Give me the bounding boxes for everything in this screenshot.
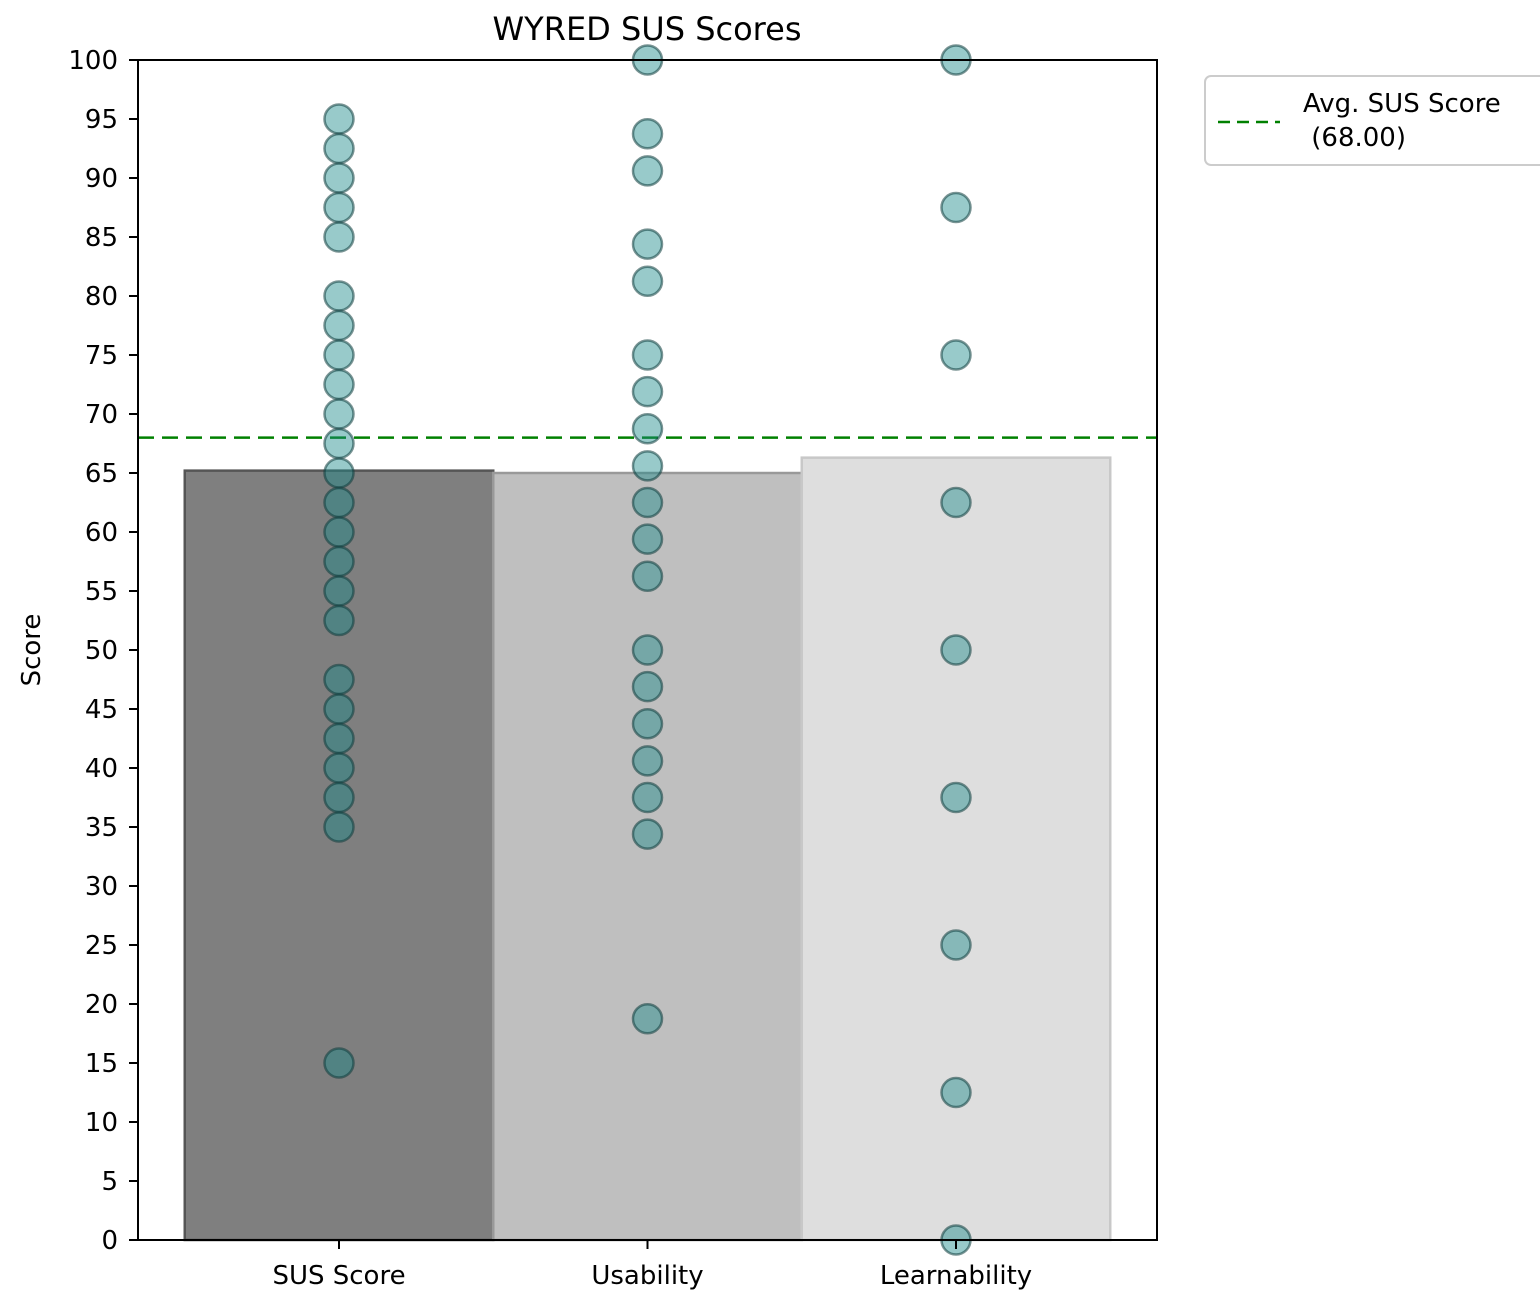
y-tick-label: 70 xyxy=(85,400,118,430)
y-tick-label: 85 xyxy=(85,223,118,253)
y-tick-label: 0 xyxy=(101,1226,118,1256)
point-sus-score xyxy=(323,191,355,224)
point-sus-score xyxy=(323,457,355,489)
point-learnability xyxy=(940,339,972,371)
point-usability xyxy=(631,781,664,814)
point-learnability xyxy=(940,781,972,814)
point-sus-score xyxy=(323,162,355,194)
point-learnability xyxy=(940,634,972,666)
point-sus-score xyxy=(323,339,355,371)
y-tick-label: 35 xyxy=(85,813,118,843)
bar-usability xyxy=(492,471,803,1242)
legend: Avg. SUS Score (68.00) xyxy=(1204,75,1540,166)
y-axis-label: Score xyxy=(17,614,47,687)
point-usability xyxy=(631,155,664,187)
point-usability xyxy=(631,560,664,592)
point-usability xyxy=(631,118,664,150)
point-sus-score xyxy=(323,663,355,696)
y-tick-label: 100 xyxy=(68,46,118,76)
point-sus-score xyxy=(323,280,355,312)
x-tick-label: SUS Score xyxy=(272,1261,405,1290)
y-axis: 0 5 10 15 20 25 30 35 40 45 50 55 60 65 70 75 80 85 90 95 10… xyxy=(68,46,138,1256)
y-tick-label: 95 xyxy=(85,105,118,135)
point-sus-score xyxy=(323,722,355,755)
y-tick-label: 80 xyxy=(85,282,118,312)
point-usability xyxy=(631,413,664,445)
point-sus-score xyxy=(323,486,355,519)
bar-sus-score xyxy=(183,469,495,1242)
y-tick-label: 30 xyxy=(85,872,118,902)
point-usability xyxy=(631,818,664,850)
y-tick-label: 65 xyxy=(85,459,118,489)
point-sus-score xyxy=(323,604,355,637)
point-usability xyxy=(631,634,664,666)
y-tick-label: 25 xyxy=(85,931,118,961)
point-learnability xyxy=(940,1076,972,1109)
bar-learnability xyxy=(800,456,1112,1242)
point-sus-score xyxy=(323,752,355,784)
point-usability xyxy=(631,523,664,555)
legend-label-line: Avg. SUS Score xyxy=(1303,89,1501,119)
point-sus-score xyxy=(323,103,355,135)
point-usability xyxy=(631,450,664,482)
point-usability xyxy=(631,1003,664,1035)
point-sus-score xyxy=(323,132,355,165)
x-tick-label: Usability xyxy=(591,1261,703,1290)
point-usability xyxy=(631,708,664,740)
point-sus-score xyxy=(323,309,355,342)
points-group xyxy=(323,44,972,1256)
y-tick-label: 75 xyxy=(85,341,118,371)
x-axis: SUS Score Usability Learnability xyxy=(272,1240,1032,1290)
y-tick-label: 40 xyxy=(85,754,118,784)
point-sus-score xyxy=(323,221,355,253)
point-usability xyxy=(631,670,664,703)
chart-title: WYRED SUS Scores xyxy=(493,10,802,48)
point-usability xyxy=(631,375,664,408)
y-tick-label: 60 xyxy=(85,518,118,548)
y-tick-label: 5 xyxy=(101,1167,118,1197)
y-tick-label: 45 xyxy=(85,695,118,725)
legend-box xyxy=(1204,75,1540,166)
y-tick-label: 20 xyxy=(85,990,118,1020)
bars-group xyxy=(183,456,1112,1242)
point-sus-score xyxy=(323,398,355,430)
point-usability xyxy=(631,265,664,297)
point-sus-score xyxy=(323,575,355,607)
point-learnability xyxy=(940,191,972,224)
point-sus-score xyxy=(323,811,355,843)
y-tick-label: 10 xyxy=(85,1108,118,1138)
point-sus-score xyxy=(323,368,355,401)
point-sus-score xyxy=(323,516,355,548)
point-usability xyxy=(631,486,664,519)
y-tick-label: 50 xyxy=(85,636,118,666)
point-learnability xyxy=(940,929,972,961)
y-tick-label: 90 xyxy=(85,164,118,194)
point-learnability xyxy=(940,486,972,519)
point-sus-score xyxy=(323,781,355,814)
point-usability xyxy=(631,745,664,777)
legend-label-line: (68.00) xyxy=(1303,123,1406,153)
y-tick-label: 15 xyxy=(85,1049,118,1079)
point-sus-score xyxy=(323,693,355,725)
y-tick-label: 55 xyxy=(85,577,118,607)
point-sus-score xyxy=(323,1047,355,1079)
point-sus-score xyxy=(323,427,355,460)
legend-label-avg-sus: Avg. SUS Score (68.00) xyxy=(1303,89,1501,153)
point-sus-score xyxy=(323,545,355,578)
point-usability xyxy=(631,228,664,260)
point-usability xyxy=(631,339,664,371)
x-tick-label: Learnability xyxy=(880,1261,1032,1290)
